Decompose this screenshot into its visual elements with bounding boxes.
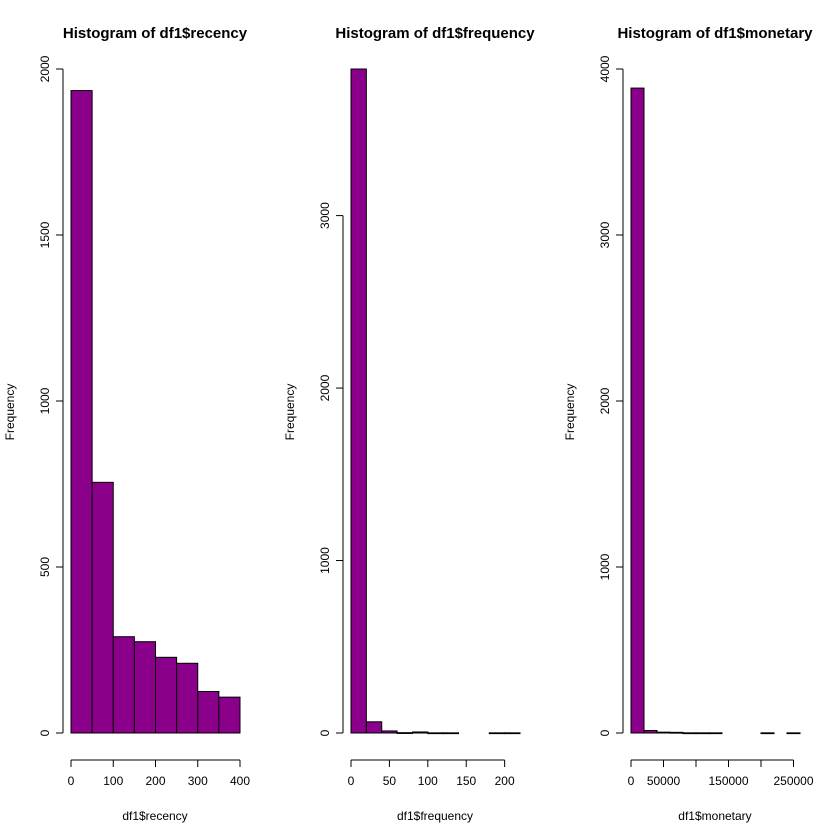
histogram-bar	[656, 731, 671, 734]
x-tick-label: 150	[456, 774, 476, 788]
y-tick-label: 1000	[318, 547, 332, 574]
histogram-bar	[91, 481, 114, 734]
histogram-bar	[197, 691, 220, 734]
x-tick-label: 200	[495, 774, 515, 788]
histogram-bar	[396, 732, 413, 734]
y-tick-label: 0	[318, 729, 332, 736]
y-axis-title: Frequency	[3, 384, 17, 441]
histogram-bar	[350, 68, 367, 734]
histogram-bar	[630, 87, 645, 734]
y-tick-label: 1000	[38, 387, 52, 414]
histogram-bar	[669, 731, 684, 734]
x-axis-title: df1$monetary	[678, 809, 751, 823]
y-tick-label: 500	[38, 557, 52, 577]
histogram-bar	[786, 732, 801, 735]
y-axis-title: Frequency	[563, 384, 577, 441]
x-tick-label: 50000	[647, 774, 681, 788]
histogram-bar	[442, 732, 460, 735]
y-tick-label: 1500	[38, 221, 52, 248]
histogram-bar	[427, 732, 444, 735]
histogram-recency: Histogram of df1$recency0500100015002000…	[3, 25, 250, 823]
histogram-frequency: Histogram of df1$frequency 0 1000 2000 3000 0…	[283, 25, 535, 823]
x-tick-label: 100	[103, 774, 123, 788]
chart-title: Histogram of df1$monetary	[617, 25, 813, 42]
histogram-bar	[488, 732, 506, 735]
histogram-bar	[760, 732, 775, 735]
y-tick-label: 1000	[598, 553, 612, 580]
chart-title: Histogram of df1$recency	[63, 25, 248, 42]
histogram-bar	[381, 730, 398, 734]
histogram-bar	[112, 636, 135, 734]
histogram-bar	[133, 641, 156, 734]
x-tick-label: 100	[418, 774, 438, 788]
x-tick-label: 300	[188, 774, 208, 788]
histogram-bar	[695, 732, 710, 735]
y-tick-label: 0	[38, 729, 52, 736]
x-axis-title: df1$recency	[122, 809, 187, 823]
y-tick-label: 2000	[318, 374, 332, 401]
y-axis-title: Frequency	[283, 384, 297, 441]
x-tick-label: 50	[383, 774, 397, 788]
histogram-bar	[218, 696, 241, 734]
histogram-bar	[682, 732, 697, 735]
histogram-bar	[411, 731, 429, 734]
y-tick-label: 3000	[318, 202, 332, 229]
histogram-bar	[176, 662, 199, 734]
histogram-bar	[708, 732, 723, 735]
x-tick-label: 150000	[708, 774, 748, 788]
x-tick-label: 0	[628, 774, 635, 788]
x-axis-title: df1$frequency	[397, 809, 473, 823]
y-tick-label: 2000	[38, 55, 52, 82]
histogram-bar	[504, 732, 521, 735]
histogram-bar	[365, 721, 383, 734]
y-tick-label: 3000	[598, 221, 612, 248]
histogram-bar	[155, 656, 178, 734]
histogram-bar	[643, 730, 658, 734]
x-tick-label: 400	[230, 774, 250, 788]
x-tick-label: 0	[348, 774, 355, 788]
chart-title: Histogram of df1$frequency	[335, 25, 535, 42]
y-tick-label: 4000	[598, 55, 612, 82]
y-tick-label: 2000	[598, 387, 612, 414]
x-tick-label: 250000	[773, 774, 813, 788]
histogram-monetary: Histogram of df1$monetary 0 1000 2000 3000 40…	[563, 25, 814, 823]
histogram-bar	[70, 90, 93, 734]
x-tick-label: 200	[145, 774, 165, 788]
y-tick-label: 0	[598, 729, 612, 736]
x-tick-label: 0	[68, 774, 75, 788]
